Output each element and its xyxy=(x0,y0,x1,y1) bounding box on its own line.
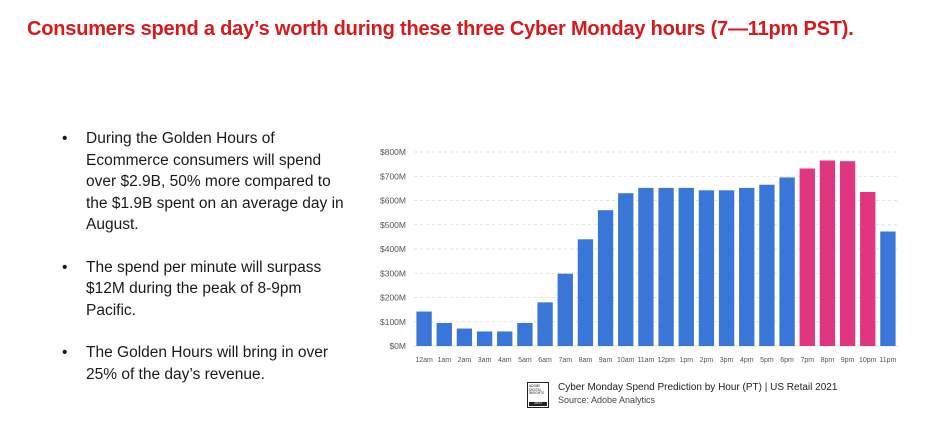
bar xyxy=(557,273,573,346)
bullet-revenue-share: The Golden Hours will bring in over 25% … xyxy=(62,342,352,385)
x-tick-label: 11pm xyxy=(879,357,896,364)
page-title: Consumers spend a day’s worth during the… xyxy=(27,18,854,40)
bar xyxy=(577,239,594,346)
bar xyxy=(739,187,755,346)
bar xyxy=(718,190,735,346)
bar xyxy=(759,184,775,346)
x-tick-label: 6am xyxy=(538,357,552,364)
y-tick-label: $200M xyxy=(380,293,406,303)
y-tick-label: $700M xyxy=(380,171,406,181)
x-tick-label: 11am xyxy=(637,357,654,364)
y-tick-label: $100M xyxy=(380,317,406,327)
x-tick-label: 10am xyxy=(617,357,635,364)
bar-golden-hour xyxy=(860,192,876,346)
y-tick-label: $300M xyxy=(380,268,406,278)
y-tick-label: $500M xyxy=(380,220,406,230)
x-tick-label: 9pm xyxy=(841,357,855,364)
x-tick-label: 2am xyxy=(458,357,472,364)
y-tick-label: $800M xyxy=(380,147,406,157)
x-tick-label: 3am xyxy=(478,357,492,364)
bar xyxy=(416,311,432,346)
bar xyxy=(476,331,493,346)
bar xyxy=(658,187,674,346)
x-tick-label: 4pm xyxy=(740,357,754,364)
y-tick-label: $400M xyxy=(380,244,406,254)
x-tick-label: 7am xyxy=(558,357,572,364)
bar xyxy=(537,302,553,346)
x-tick-label: 3pm xyxy=(720,357,734,364)
x-tick-label: 10pm xyxy=(859,357,877,364)
bar xyxy=(497,331,513,346)
y-tick-label: $0M xyxy=(389,341,406,351)
chart-caption: Cyber Monday Spend Prediction by Hour (P… xyxy=(558,382,838,393)
x-tick-label: 5am xyxy=(518,357,532,364)
bar xyxy=(698,190,715,346)
chart-source: Source: Adobe Analytics xyxy=(558,395,656,405)
bars xyxy=(416,160,896,346)
bar xyxy=(779,177,795,346)
x-tick-label: 4am xyxy=(498,357,512,364)
bar xyxy=(638,187,654,346)
y-axis-ticks: $0M $100M $200M $300M $400M $500M $600M $700M $8… xyxy=(380,147,406,351)
bar xyxy=(436,322,452,346)
x-tick-label: 8pm xyxy=(821,357,835,364)
bar-golden-hour xyxy=(819,160,836,346)
bar-golden-hour xyxy=(799,168,815,346)
x-tick-label: 6pm xyxy=(780,357,794,364)
x-tick-label: 8am xyxy=(579,357,593,364)
x-tick-label: 9am xyxy=(599,357,613,364)
x-axis-ticks: 12am 1am 2am 3am 4am 5am 6am 7am 8am 9am 10am 11am 1… xyxy=(415,357,896,364)
bar xyxy=(597,210,614,346)
x-tick-label: 12am xyxy=(415,357,433,364)
x-tick-label: 12pm xyxy=(657,357,675,364)
bar-chart: $0M $100M $200M $300M $400M $500M $600M $700M $8… xyxy=(380,147,898,364)
logo-year: 2021 xyxy=(529,402,547,406)
x-tick-label: 2pm xyxy=(700,357,714,364)
bar xyxy=(618,193,634,346)
bar-golden-hour xyxy=(839,161,856,346)
logo-text: ADOBE DIGITAL INSIGHTS xyxy=(529,384,545,396)
bar xyxy=(678,187,694,346)
bar xyxy=(456,328,473,346)
x-tick-label: 7pm xyxy=(800,357,814,364)
bar xyxy=(517,322,533,346)
x-tick-label: 5pm xyxy=(760,357,774,364)
bar xyxy=(880,231,896,346)
bullet-list: During the Golden Hours of Ecommerce con… xyxy=(62,128,352,406)
adobe-digital-insights-logo: ADOBE DIGITAL INSIGHTS 2021 xyxy=(527,382,549,408)
x-tick-label: 1am xyxy=(437,357,451,364)
grid-lines xyxy=(414,151,898,347)
bullet-spend-per-minute: The spend per minute will surpass $12M d… xyxy=(62,257,352,322)
bullet-golden-hours-spend: During the Golden Hours of Ecommerce con… xyxy=(62,128,352,236)
chart-footer: ADOBE DIGITAL INSIGHTS 2021 Cyber Monday… xyxy=(527,382,837,408)
x-tick-label: 1pm xyxy=(679,357,693,364)
y-tick-label: $600M xyxy=(380,196,406,206)
